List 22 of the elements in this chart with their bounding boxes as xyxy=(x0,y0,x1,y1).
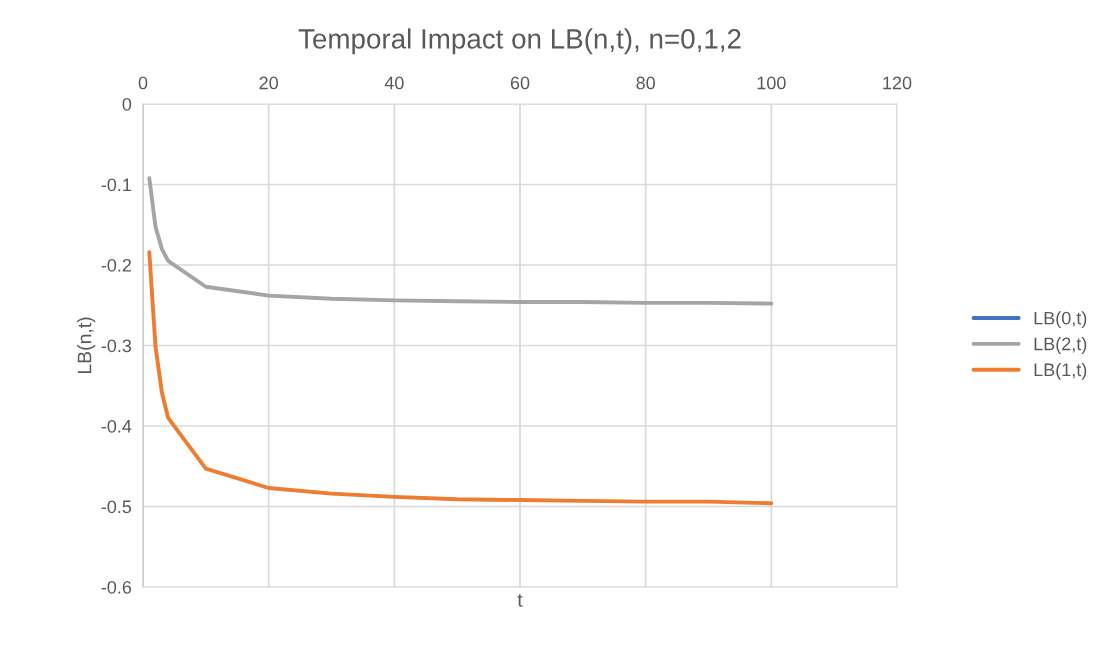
y-tick-label: -0.3 xyxy=(101,339,132,353)
y-tick-label: -0.4 xyxy=(101,419,132,433)
legend-label: LB(2,t) xyxy=(1034,337,1087,354)
y-axis-title: LB(n,t) xyxy=(77,317,96,374)
x-tick-label: 80 xyxy=(636,76,655,90)
line-series xyxy=(147,176,774,306)
x-tick-label: 60 xyxy=(510,76,530,90)
x-axis-title: t xyxy=(517,594,523,607)
legend-label: LB(1,t) xyxy=(1034,362,1087,380)
legend-label: LB(0,t) xyxy=(1034,311,1087,329)
line-series xyxy=(147,250,774,506)
y-tick-label: -0.5 xyxy=(101,500,132,514)
y-tick-label: -0.2 xyxy=(101,258,131,272)
x-tick-label: 120 xyxy=(883,76,912,90)
y-tick-label: 0 xyxy=(122,97,132,111)
x-tick-label: 0 xyxy=(138,76,148,90)
x-tick-label: 20 xyxy=(259,76,278,90)
x-tick-label: 100 xyxy=(757,76,786,90)
y-tick-label: -0.1 xyxy=(101,178,132,192)
x-tick-label: 40 xyxy=(384,76,404,90)
chart-title: Temporal Impact on LB(n,t), n=0,1,2 xyxy=(298,28,741,55)
y-tick-label: -0.6 xyxy=(101,580,132,594)
